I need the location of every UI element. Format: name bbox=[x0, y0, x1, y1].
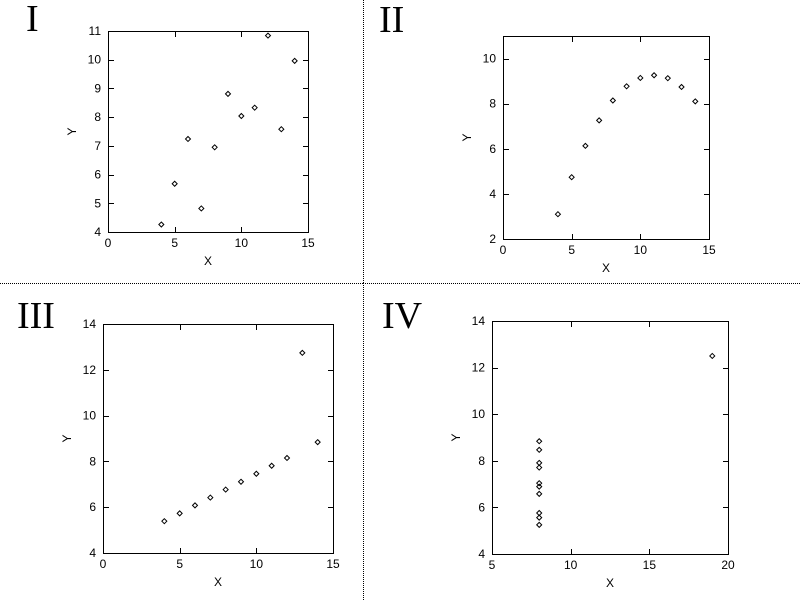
svg-text:5: 5 bbox=[568, 243, 575, 257]
svg-text:10: 10 bbox=[564, 558, 578, 572]
svg-text:5: 5 bbox=[171, 236, 178, 250]
scatter-plot-4: 5 10 15 20 4 6 8 10 12 14 X Y bbox=[449, 314, 735, 590]
svg-text:6: 6 bbox=[89, 500, 96, 514]
panel-label-roman-3: III bbox=[17, 295, 55, 337]
svg-text:14: 14 bbox=[83, 317, 97, 331]
svg-text:8: 8 bbox=[489, 97, 496, 111]
svg-text:6: 6 bbox=[94, 168, 101, 182]
scatter-plot-2: 0 5 10 15 2 4 6 8 10 X Y bbox=[460, 36, 716, 275]
scatter-plot-3: 0 5 10 15 4 6 8 10 12 14 X Y bbox=[60, 317, 340, 589]
svg-text:4: 4 bbox=[94, 225, 101, 239]
svg-text:5: 5 bbox=[176, 557, 183, 571]
quadrant-panel-1: I 0 5 10 15 4 5 6 7 8 9 10 11 X Y bbox=[0, 0, 363, 283]
svg-text:10: 10 bbox=[250, 557, 264, 571]
svg-text:Y: Y bbox=[65, 127, 79, 135]
svg-text:X: X bbox=[204, 254, 212, 268]
svg-text:8: 8 bbox=[94, 110, 101, 124]
quadrant-panel-3: III 0 5 10 15 4 6 8 10 12 14 X Y bbox=[0, 283, 363, 600]
svg-text:X: X bbox=[606, 576, 614, 590]
svg-text:6: 6 bbox=[489, 142, 496, 156]
svg-text:14: 14 bbox=[472, 314, 486, 328]
svg-text:8: 8 bbox=[478, 454, 485, 468]
svg-text:10: 10 bbox=[235, 236, 249, 250]
svg-text:Y: Y bbox=[449, 433, 463, 441]
svg-text:6: 6 bbox=[478, 500, 485, 514]
svg-text:11: 11 bbox=[89, 24, 102, 38]
quadrant-panel-4: IV 5 10 15 20 4 6 8 10 12 14 X Y bbox=[363, 283, 800, 600]
svg-text:10: 10 bbox=[483, 52, 497, 66]
svg-text:8: 8 bbox=[89, 454, 96, 468]
svg-text:10: 10 bbox=[472, 407, 486, 421]
panel-label-roman-1: I bbox=[26, 0, 39, 40]
svg-text:5: 5 bbox=[489, 558, 496, 572]
svg-text:9: 9 bbox=[94, 81, 101, 95]
panel-label-roman-4: IV bbox=[382, 295, 423, 337]
svg-text:X: X bbox=[214, 575, 222, 589]
svg-text:4: 4 bbox=[489, 187, 496, 201]
svg-text:15: 15 bbox=[326, 557, 340, 571]
svg-text:0: 0 bbox=[100, 557, 107, 571]
svg-text:2: 2 bbox=[489, 232, 496, 246]
svg-text:10: 10 bbox=[634, 243, 648, 257]
svg-text:Y: Y bbox=[60, 434, 74, 442]
svg-text:5: 5 bbox=[94, 196, 101, 210]
svg-text:X: X bbox=[602, 261, 610, 275]
svg-text:4: 4 bbox=[478, 547, 485, 561]
svg-text:12: 12 bbox=[472, 361, 486, 375]
quadrant-panel-2: II 0 5 10 15 2 4 6 8 10 X Y bbox=[363, 0, 800, 283]
svg-text:10: 10 bbox=[83, 409, 97, 423]
panel-label-roman-2: II bbox=[379, 0, 405, 41]
svg-text:0: 0 bbox=[500, 243, 507, 257]
svg-text:Y: Y bbox=[460, 133, 474, 141]
svg-text:15: 15 bbox=[301, 236, 315, 250]
svg-text:15: 15 bbox=[643, 558, 657, 572]
svg-text:20: 20 bbox=[721, 558, 735, 572]
svg-text:10: 10 bbox=[88, 53, 102, 67]
svg-text:15: 15 bbox=[702, 243, 716, 257]
svg-text:0: 0 bbox=[105, 236, 112, 250]
scatter-plot-1: 0 5 10 15 4 5 6 7 8 9 10 11 X Y bbox=[65, 24, 315, 268]
svg-text:12: 12 bbox=[83, 363, 97, 377]
svg-text:7: 7 bbox=[94, 139, 101, 153]
svg-text:4: 4 bbox=[89, 546, 96, 560]
